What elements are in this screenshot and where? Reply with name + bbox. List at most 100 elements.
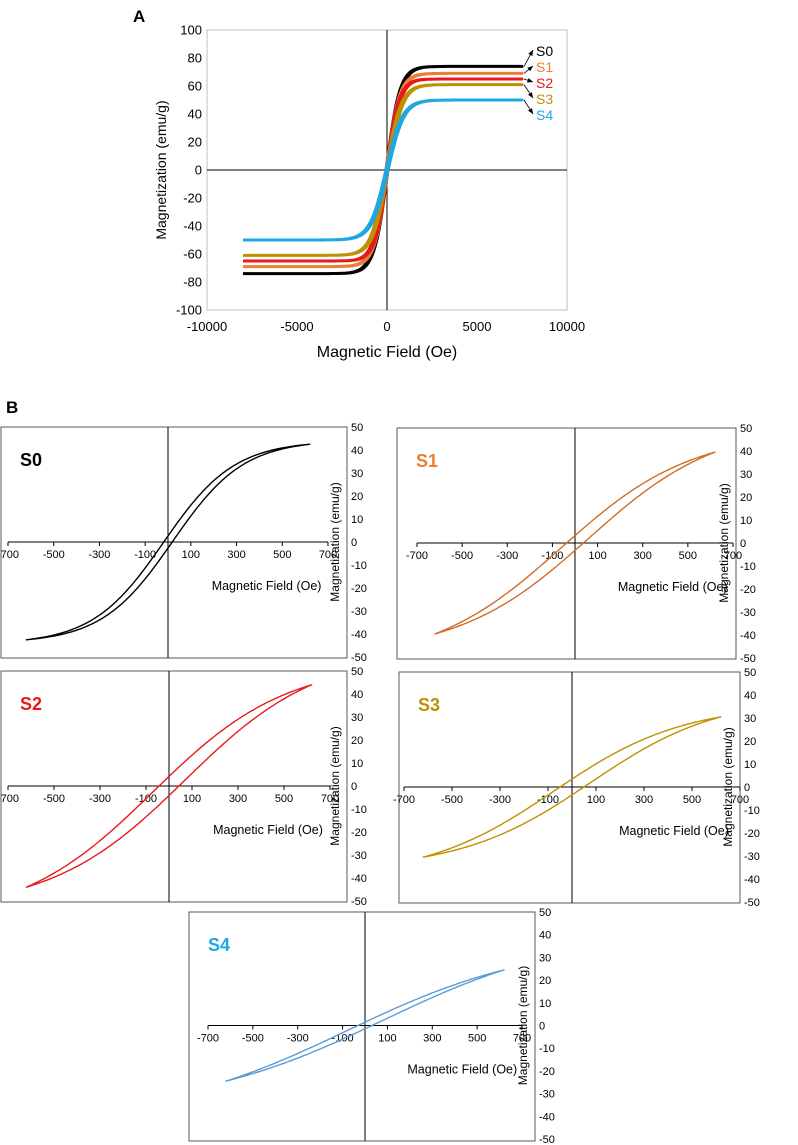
y-tick-label: -20 xyxy=(744,828,760,840)
y-tick-label: 40 xyxy=(539,930,551,942)
x-tick-label: 300 xyxy=(634,550,652,562)
x-tick-label: -500 xyxy=(451,550,473,562)
x-tick-label: -300 xyxy=(88,549,110,561)
hysteresis-loop xyxy=(422,716,722,858)
x-tick-label: 700 xyxy=(321,793,339,805)
chart-frame xyxy=(396,427,737,660)
chart-frame xyxy=(188,911,536,1142)
x-tick-label: -700 xyxy=(0,549,19,561)
y-tick-label: 10 xyxy=(744,759,756,771)
y-tick-label: -50 xyxy=(740,653,756,665)
chart-s2: -700-500-300-10010030050070050403020100-… xyxy=(0,666,367,908)
chart-frame xyxy=(0,670,348,903)
y-tick-label: 100 xyxy=(180,23,202,38)
y-tick-label: -30 xyxy=(744,851,760,863)
x-tick-label: 5000 xyxy=(463,319,492,334)
x-tick-label: 700 xyxy=(319,549,337,561)
y-tick-label: 0 xyxy=(740,538,746,550)
y-tick-label: -80 xyxy=(183,275,202,290)
series-label-s4: S4 xyxy=(536,107,553,123)
series-line-s1 xyxy=(243,71,524,269)
y-tick-label: -10 xyxy=(351,804,367,816)
y-tick-label: -40 xyxy=(351,629,367,641)
x-tick-label: -300 xyxy=(287,1033,309,1045)
y-tick-label: -20 xyxy=(539,1066,555,1078)
x-tick-label: -700 xyxy=(197,1033,219,1045)
y-tick-label: 40 xyxy=(188,107,202,122)
hysteresis-loop xyxy=(25,684,313,888)
y-tick-label: 40 xyxy=(351,445,363,457)
y-tick-label: -40 xyxy=(744,874,760,886)
y-tick-label: -30 xyxy=(351,606,367,618)
series-line-s4 xyxy=(243,98,524,242)
y-tick-label: -60 xyxy=(183,247,202,262)
y-tick-label: 30 xyxy=(740,469,752,481)
panel-b-label: B xyxy=(6,398,18,417)
chart-title: S0 xyxy=(20,450,42,470)
panel-a-label: A xyxy=(133,7,145,26)
x-tick-label: -5000 xyxy=(280,319,313,334)
x-tick-label: 300 xyxy=(423,1033,441,1045)
chart-s3: -700 -500 -300 -100 100 300 500 70050403020100-… xyxy=(393,667,760,909)
hysteresis-loop xyxy=(25,443,311,641)
y-tick-label: 10 xyxy=(351,758,363,770)
y-tick-label: -30 xyxy=(351,850,367,862)
x-tick-label: -100 xyxy=(537,794,559,806)
y-tick-label: 0 xyxy=(744,782,750,794)
leader-arrowhead xyxy=(527,78,533,83)
y-tick-label: -20 xyxy=(351,827,367,839)
x-tick-label: 500 xyxy=(679,550,697,562)
y-tick-label: -50 xyxy=(351,896,367,908)
chart-frame xyxy=(0,426,348,659)
x-tick-label: 700 xyxy=(731,794,749,806)
leader-arrowhead xyxy=(528,92,533,98)
y-tick-label: -50 xyxy=(539,1134,555,1145)
x-tick-label: -300 xyxy=(89,793,111,805)
y-tick-label: -10 xyxy=(539,1043,555,1055)
chart-title: S4 xyxy=(208,935,230,955)
x-tick-label: 500 xyxy=(273,549,291,561)
hysteresis-loop xyxy=(225,969,505,1082)
chart-s4: -700 -500 -300 -100 100 300 500 70050403020100-… xyxy=(188,907,555,1145)
y-tick-label: 40 xyxy=(740,446,752,458)
y-axis-title: Magnetization (emu/g) xyxy=(328,482,342,601)
y-tick-label: -30 xyxy=(740,607,756,619)
y-tick-label: 10 xyxy=(539,998,551,1010)
series-line-s0 xyxy=(243,64,524,276)
chart-title: S3 xyxy=(418,695,440,715)
x-tick-label: -500 xyxy=(43,549,65,561)
y-axis-title: Magnetization (emu/g) xyxy=(153,100,169,239)
x-tick-label: 100 xyxy=(183,793,201,805)
y-tick-label: 50 xyxy=(351,666,363,678)
x-tick-label: -100 xyxy=(134,549,156,561)
y-tick-label: 30 xyxy=(351,468,363,480)
x-tick-label: 100 xyxy=(378,1033,396,1045)
x-axis-title: Magnetic Field (Oe) xyxy=(619,824,729,838)
y-tick-label: -10 xyxy=(744,805,760,817)
y-tick-label: -20 xyxy=(740,584,756,596)
x-tick-label: 500 xyxy=(468,1033,486,1045)
x-axis-title: Magnetic Field (Oe) xyxy=(213,823,323,837)
y-tick-label: 50 xyxy=(539,907,551,919)
series-line-s3 xyxy=(243,83,524,257)
chart-title: S1 xyxy=(416,451,438,471)
x-tick-label: 300 xyxy=(229,793,247,805)
chart-a: -10000 -5000 0 5000 10000 100 80 60 40 20 0 -20 -40 -… xyxy=(153,23,585,362)
y-tick-label: 30 xyxy=(351,712,363,724)
y-tick-label: -40 xyxy=(351,873,367,885)
x-tick-label: -300 xyxy=(496,550,518,562)
y-tick-label: 0 xyxy=(195,163,202,178)
y-axis-title: Magnetization (emu/g) xyxy=(516,966,530,1085)
y-tick-label: 20 xyxy=(351,735,363,747)
chart-s1: -700 -500 -300 -100 100 300 500 70050403020100-… xyxy=(396,423,756,665)
chart-s0: -700-500-300-10010030050070050403020100-… xyxy=(0,422,367,664)
x-tick-label: -300 xyxy=(489,794,511,806)
x-tick-label: -500 xyxy=(242,1033,264,1045)
y-axis-title: Magnetization (emu/g) xyxy=(328,726,342,845)
y-tick-label: 50 xyxy=(740,423,752,435)
series-label-s1: S1 xyxy=(536,59,553,75)
x-tick-label: 100 xyxy=(587,794,605,806)
x-tick-label: -500 xyxy=(43,793,65,805)
y-tick-label: -40 xyxy=(183,219,202,234)
y-tick-label: 20 xyxy=(744,736,756,748)
